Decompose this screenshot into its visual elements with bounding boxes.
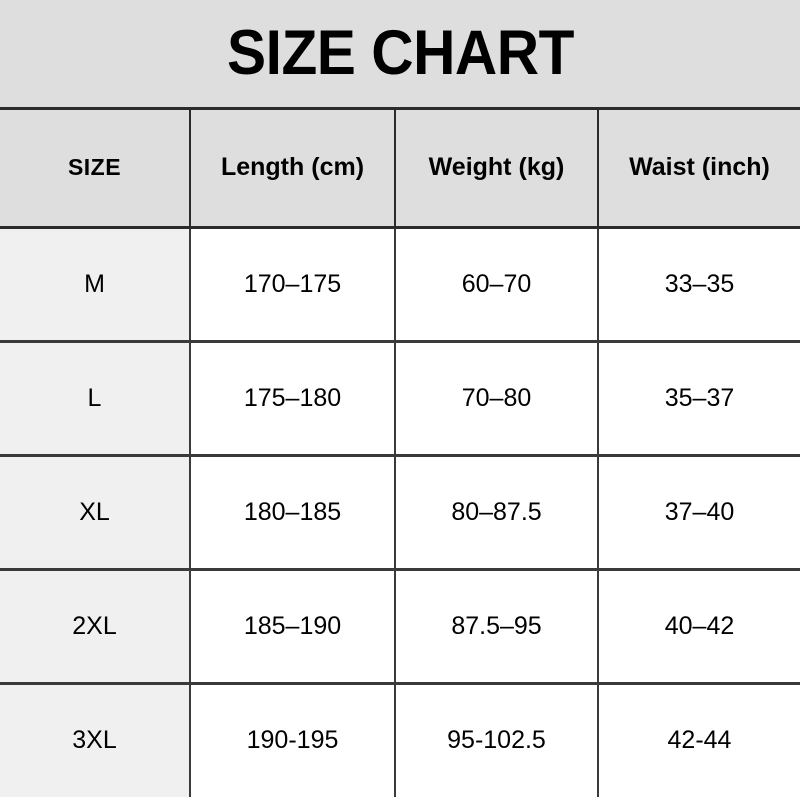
cell-weight: 70–80: [395, 341, 599, 457]
column-header-weight-unit: (kg): [518, 153, 565, 182]
cell-size: 3XL: [0, 683, 191, 797]
cell-weight: 80–87.5: [395, 455, 599, 571]
cell-length: 170–175: [190, 227, 396, 343]
column-header-length-label: Length: [220, 153, 305, 182]
table-row: XL 180–185 80–87.5 37–40: [0, 455, 800, 571]
column-header-size: SIZE: [0, 110, 191, 229]
page-title: SIZE CHART: [226, 18, 574, 88]
title-band: SIZE CHART: [0, 0, 800, 110]
table-body: M 170–175 60–70 33–35 L 175–180 70–80 35…: [0, 227, 800, 797]
table-row: 3XL 190-195 95-102.5 42-44: [0, 683, 800, 797]
table-row: 2XL 185–190 87.5–95 40–42: [0, 569, 800, 685]
cell-waist: 40–42: [598, 569, 800, 685]
cell-length: 180–185: [190, 455, 396, 571]
cell-size: XL: [0, 455, 191, 571]
cell-waist: 33–35: [598, 227, 800, 343]
cell-size: 2XL: [0, 569, 191, 685]
column-header-length: Length (cm): [190, 110, 396, 229]
size-chart-table: SIZE Length (cm) Weight (kg) Waist (inch) M…: [0, 110, 800, 797]
column-header-waist-unit: (inch): [701, 153, 770, 182]
cell-size: L: [0, 341, 191, 457]
column-header-size-label: SIZE: [67, 154, 122, 181]
cell-size: M: [0, 227, 191, 343]
table-row: M 170–175 60–70 33–35: [0, 227, 800, 343]
header-row: SIZE Length (cm) Weight (kg) Waist (inch): [0, 110, 800, 229]
column-header-waist: Waist (inch): [598, 110, 800, 229]
cell-waist: 42-44: [598, 683, 800, 797]
cell-length: 175–180: [190, 341, 396, 457]
table-row: L 175–180 70–80 35–37: [0, 341, 800, 457]
cell-weight: 60–70: [395, 227, 599, 343]
cell-weight: 95-102.5: [395, 683, 599, 797]
cell-length: 185–190: [190, 569, 396, 685]
column-header-weight: Weight (kg): [395, 110, 599, 229]
cell-waist: 37–40: [598, 455, 800, 571]
cell-weight: 87.5–95: [395, 569, 599, 685]
table-header: SIZE Length (cm) Weight (kg) Waist (inch): [0, 110, 800, 229]
column-header-length-unit: (cm): [311, 153, 365, 182]
cell-waist: 35–37: [598, 341, 800, 457]
column-header-waist-label: Waist: [629, 153, 695, 182]
cell-length: 190-195: [190, 683, 396, 797]
column-header-weight-label: Weight: [428, 153, 512, 182]
